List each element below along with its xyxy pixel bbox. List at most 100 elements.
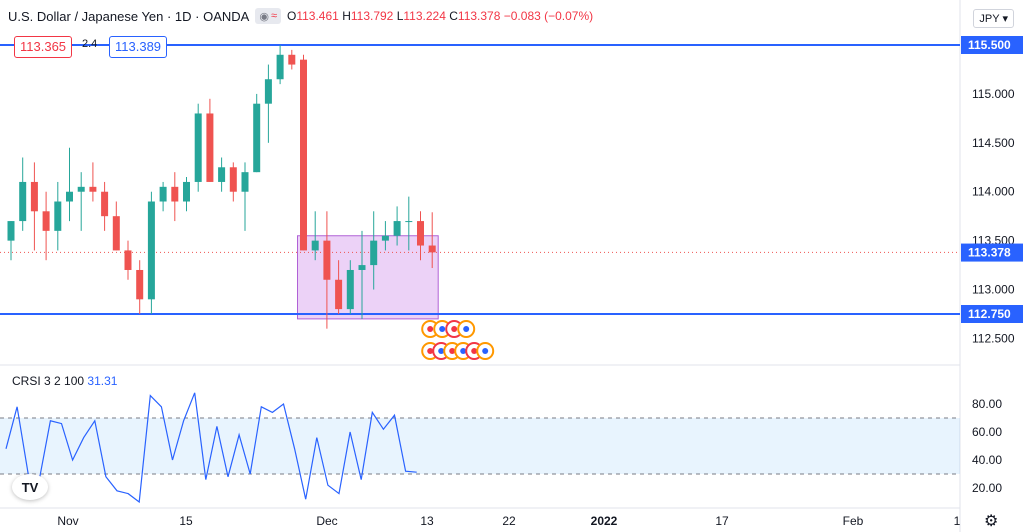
event-flag-dot bbox=[460, 348, 467, 354]
event-flag-dot bbox=[451, 326, 458, 332]
candle-body bbox=[66, 191, 73, 202]
event-flag-dot bbox=[438, 348, 445, 354]
event-flag-dot bbox=[482, 348, 489, 354]
legend-badge[interactable]: ◉ ≈ bbox=[255, 8, 281, 24]
high-label: H bbox=[342, 9, 351, 23]
candle-body bbox=[358, 265, 366, 270]
low-value: 113.224 bbox=[403, 9, 446, 23]
indicator-tick-label: 80.00 bbox=[972, 397, 1002, 411]
candle-body bbox=[183, 181, 190, 202]
candle-body bbox=[264, 79, 272, 104]
price-axis-tag-label: 115.500 bbox=[968, 38, 1011, 52]
candle-body bbox=[42, 211, 50, 231]
candle-body bbox=[323, 240, 331, 280]
sell-button[interactable]: 113.365 bbox=[14, 36, 73, 58]
event-flag-dot bbox=[463, 326, 470, 332]
time-tick-label: 22 bbox=[502, 514, 516, 528]
eye-icon: ◉ bbox=[259, 10, 269, 23]
close-value: 113.378 bbox=[457, 9, 501, 23]
indicator-legend[interactable]: CRSI 3 2 100 31.31 bbox=[12, 374, 117, 388]
wave-icon: ≈ bbox=[270, 10, 277, 22]
candle-body bbox=[405, 221, 413, 223]
candle-body bbox=[229, 167, 237, 192]
candle-body bbox=[370, 240, 378, 266]
crsi-line bbox=[5, 392, 417, 504]
indicator-tick-label: 20.00 bbox=[972, 481, 1002, 495]
candle-body bbox=[417, 221, 424, 246]
candle-body bbox=[194, 113, 202, 182]
candle-body bbox=[381, 235, 389, 241]
candle-body bbox=[393, 221, 401, 236]
ohlc-values: O113.461 H113.792 L113.224 C113.378 −0.0… bbox=[287, 9, 593, 23]
buy-button[interactable]: 113.389 bbox=[109, 36, 168, 58]
low-label: L bbox=[396, 9, 404, 23]
candle-body bbox=[428, 245, 436, 253]
candle-body bbox=[7, 221, 15, 241]
price-axis-tag bbox=[961, 243, 1023, 262]
candle-body bbox=[218, 167, 226, 182]
price-tick-label: 114.000 bbox=[972, 185, 1015, 199]
tradingview-logo-icon[interactable]: TV bbox=[12, 474, 48, 500]
chevron-down-icon: ▾ bbox=[1002, 13, 1008, 25]
candle-body bbox=[241, 172, 249, 192]
candle-body bbox=[159, 186, 167, 202]
event-flag-dot bbox=[427, 348, 434, 354]
price-tick-label: 114.500 bbox=[972, 136, 1015, 150]
indicator-name: CRSI 3 2 100 bbox=[12, 374, 85, 388]
candle-body bbox=[276, 54, 284, 80]
candle-body bbox=[171, 186, 179, 202]
crsi-band bbox=[0, 418, 960, 474]
candle-body bbox=[288, 54, 296, 65]
symbol-legend: U.S. Dollar / Japanese Yen · 1D · OANDA … bbox=[8, 8, 593, 24]
gear-icon[interactable]: ⚙ bbox=[984, 513, 999, 530]
open-value: 113.461 bbox=[296, 9, 339, 23]
candle-body bbox=[89, 186, 97, 192]
price-axis-tag-label: 112.750 bbox=[968, 307, 1011, 321]
event-flag-dot bbox=[449, 348, 456, 354]
price-tick-label: 112.500 bbox=[972, 331, 1015, 345]
close-label: C bbox=[449, 9, 458, 23]
time-tick-label: 2022 bbox=[591, 514, 618, 528]
change-value: −0.083 (−0.07%) bbox=[503, 9, 594, 23]
support-zone bbox=[297, 235, 439, 320]
open-label: O bbox=[287, 9, 297, 23]
time-tick-label: Dec bbox=[316, 514, 337, 528]
time-tick-label: 1 bbox=[954, 514, 961, 528]
time-tick-label: 17 bbox=[715, 514, 729, 528]
candle-body bbox=[206, 113, 214, 182]
candle-body bbox=[346, 269, 354, 310]
candle-body bbox=[112, 216, 120, 251]
price-axis-tag bbox=[961, 305, 1023, 323]
candle-body bbox=[19, 181, 27, 222]
indicator-tick-label: 60.00 bbox=[972, 425, 1002, 439]
time-tick-label: 15 bbox=[179, 514, 193, 528]
candle-body bbox=[136, 269, 144, 300]
candle-body bbox=[77, 186, 85, 192]
time-tick-label: 13 bbox=[420, 514, 434, 528]
time-tick-label: Feb bbox=[843, 514, 864, 528]
event-flag-dot bbox=[439, 326, 446, 332]
time-tick-label: Nov bbox=[57, 514, 78, 528]
candle-body bbox=[124, 250, 132, 270]
symbol-title[interactable]: U.S. Dollar / Japanese Yen · 1D · OANDA bbox=[8, 8, 250, 24]
candle-body bbox=[54, 201, 62, 231]
price-tick-label: 115.000 bbox=[972, 87, 1015, 101]
price-axis-tag bbox=[961, 36, 1023, 54]
price-tick-label: 113.000 bbox=[972, 283, 1015, 297]
high-value: 113.792 bbox=[350, 9, 394, 23]
currency-label: JPY bbox=[979, 13, 1000, 25]
candle-body bbox=[30, 181, 38, 212]
event-flag-dot bbox=[427, 326, 434, 332]
event-flag-dot bbox=[471, 348, 478, 354]
price-axis-tag-label: 113.378 bbox=[968, 246, 1011, 260]
candle-body bbox=[311, 240, 319, 251]
currency-select[interactable]: JPY ▾ bbox=[973, 9, 1014, 28]
candle-body bbox=[335, 279, 343, 310]
candle-body bbox=[300, 59, 307, 251]
candle-body bbox=[101, 191, 109, 217]
candle-body bbox=[147, 201, 155, 300]
candle-body bbox=[253, 103, 261, 173]
indicator-tick-label: 40.00 bbox=[972, 453, 1002, 467]
